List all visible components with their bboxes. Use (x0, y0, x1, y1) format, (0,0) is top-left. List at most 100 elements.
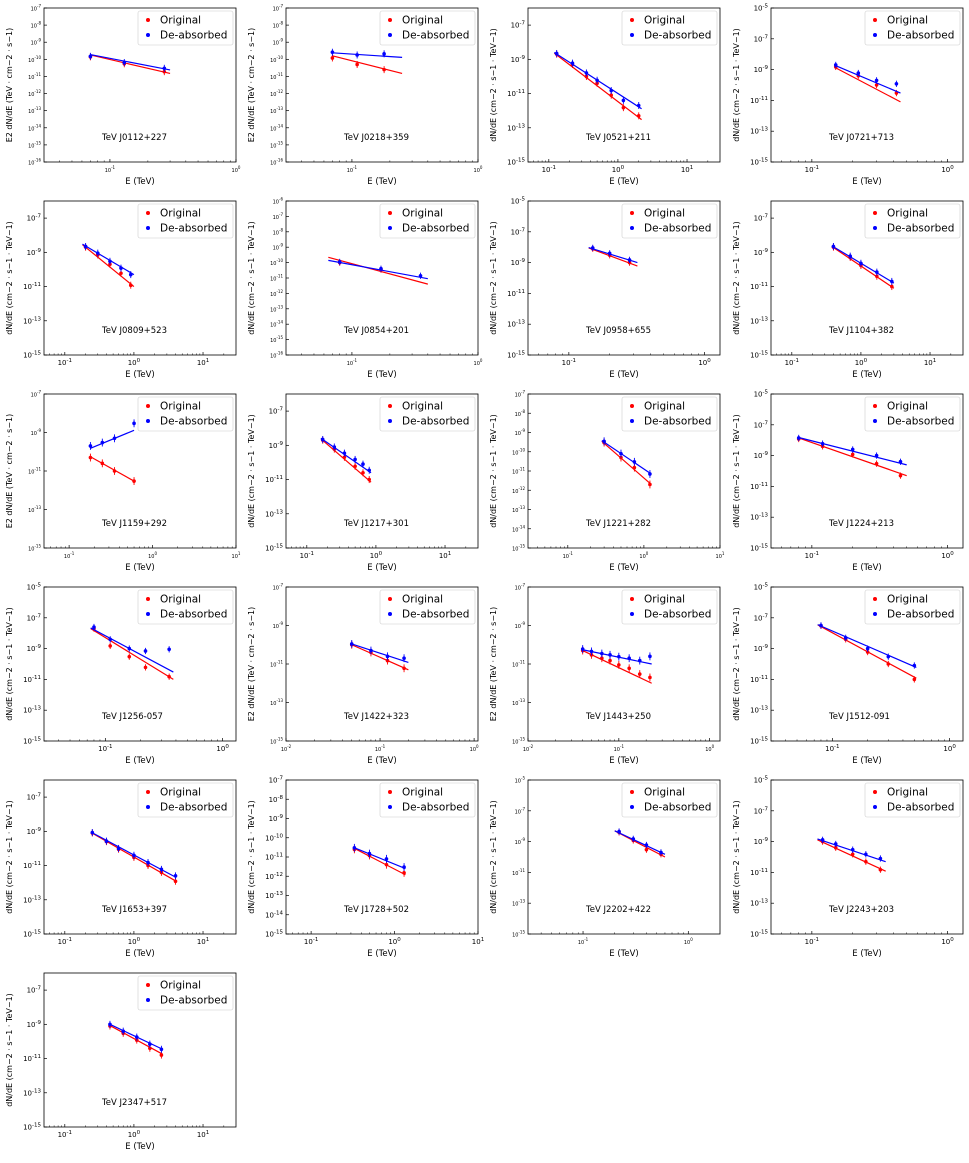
legend: Original De-absorbed (137, 782, 234, 818)
y-tick-label: 10-8 (31, 21, 42, 30)
data-point-deabsorbed (850, 847, 855, 852)
x-tick-label: 100 (474, 358, 483, 367)
legend-marker-deabsorbed (146, 612, 150, 616)
data-point-original (912, 677, 917, 682)
legend-marker-deabsorbed (146, 226, 150, 230)
legend-box (621, 10, 718, 46)
data-point-deabsorbed (132, 853, 136, 858)
y-tick-label: 10-14 (270, 320, 283, 329)
fit-line-original (320, 438, 372, 483)
data-point-deabsorbed (108, 259, 112, 264)
x-tick-label: 10-1 (347, 165, 358, 174)
data-point-deabsorbed (167, 647, 171, 652)
sed-panel: 10-15 10-13 10-11 10-9 10-7 10-5 10-1 100 E (TeV… (0, 579, 238, 771)
axes-frame (527, 779, 721, 935)
y-axis-label: dN/dE (cm−2 · s−1 · TeV−1) (489, 28, 498, 142)
legend: Original De-absorbed (379, 10, 476, 46)
x-tick-label: 10-2 (281, 744, 292, 753)
y-tick-label: 10-7 (273, 4, 284, 13)
data-point-deabsorbed (159, 1047, 164, 1052)
fit-line-original (332, 55, 403, 75)
y-tick-label: 10-9 (754, 644, 769, 653)
data-point-deabsorbed (627, 258, 632, 262)
legend-marker-deabsorbed (630, 419, 634, 423)
fit-line-deabsorbed (332, 52, 403, 58)
y-tick-label: 10-15 (270, 335, 283, 344)
sed-chart: 10-15 10-13 10-11 10-9 10-7 10-2 10-1 100 E (TeV… (489, 583, 721, 766)
y-tick-label: 10-9 (754, 248, 769, 257)
data-point-deabsorbed (384, 857, 389, 861)
y-tick-label: 10-11 (750, 96, 768, 105)
y-axis-label: E2 dN/dE (TeV · cm−2 · s−1) (247, 607, 256, 722)
data-point-original (875, 274, 879, 279)
data-point-deabsorbed (83, 244, 88, 249)
legend-marker-deabsorbed (630, 226, 634, 230)
y-tick-label: 10-7 (511, 227, 526, 236)
y-tick-label: 10-11 (512, 467, 525, 476)
y-tick-label: 10-8 (273, 227, 284, 236)
y-tick-label: 10-7 (31, 390, 42, 399)
legend: Original De-absorbed (864, 10, 961, 46)
y-tick-label: 10-13 (265, 891, 283, 900)
sed-panel: 10-16 10-15 10-14 10-13 10-12 10-11 10-10 10-9 1… (242, 0, 483, 192)
data-point-original (864, 859, 868, 864)
x-tick-label: 101 (681, 165, 693, 174)
data-point-deabsorbed (912, 663, 917, 668)
legend-box (379, 10, 476, 46)
data-point-deabsorbed (162, 66, 167, 71)
data-point-original (108, 644, 112, 648)
y-tick-label: 10-15 (507, 158, 525, 167)
legend-marker-original (630, 211, 634, 215)
sed-chart: 10-15 10-13 10-11 10-9 10-7 10-1 100 101 E (TeV)… (5, 390, 241, 574)
legend-box (621, 589, 718, 625)
data-point-deabsorbed (796, 436, 801, 440)
data-point-original (609, 93, 614, 98)
data-point-deabsorbed (146, 860, 150, 865)
legend-marker-deabsorbed (630, 33, 634, 37)
legend-label-deabsorbed: De-absorbed (402, 609, 469, 621)
x-tick-label: 10-1 (562, 358, 576, 367)
y-tick-label: 10-11 (750, 675, 768, 684)
data-point-deabsorbed (820, 838, 825, 842)
legend-label-deabsorbed: De-absorbed (160, 802, 227, 814)
data-point-deabsorbed (831, 244, 836, 249)
fit-line-original (601, 440, 652, 485)
legend-label-original: Original (887, 15, 928, 27)
y-tick-label: 10-11 (270, 72, 283, 81)
legend-marker-original (146, 597, 150, 601)
axes-frame (285, 393, 479, 549)
x-axis-label: E (TeV) (125, 563, 155, 573)
data-point-deabsorbed (878, 856, 883, 861)
x-tick-label: 100 (612, 165, 625, 174)
y-tick-label: 10-12 (270, 289, 283, 298)
y-tick-label: 10-16 (270, 158, 283, 167)
fit-line-deabsorbed (601, 440, 652, 475)
y-tick-label: 10-11 (270, 660, 283, 669)
legend-marker-original (388, 597, 392, 601)
y-tick-label: 10-15 (265, 930, 283, 939)
x-tick-label: 100 (943, 744, 956, 753)
legend-marker-deabsorbed (146, 998, 150, 1002)
legend-box (379, 203, 476, 239)
data-point-deabsorbed (590, 246, 595, 250)
y-tick-label: 10-5 (754, 4, 769, 13)
sed-panel: 10-15 10-14 10-13 10-12 10-11 10-10 10-9 10-8 10… (484, 386, 725, 578)
x-tick-label: 101 (472, 937, 484, 946)
x-tick-label: 100 (684, 937, 693, 946)
source-name: TeV J2347+517 (101, 1098, 167, 1108)
y-tick-label: 10-10 (270, 258, 283, 267)
y-tick-label: 10-13 (270, 698, 283, 707)
legend-box (137, 782, 234, 818)
y-tick-label: 10-12 (512, 486, 525, 495)
data-point-deabsorbed (367, 851, 372, 856)
y-tick-label: 10-9 (269, 814, 284, 823)
y-tick-label: 10-9 (27, 644, 42, 653)
legend-box (137, 396, 234, 432)
sed-chart: 10-15 10-13 10-11 10-9 10-7 10-1 100 101 E (TeV)… (489, 7, 721, 187)
data-point-deabsorbed (116, 846, 121, 851)
source-name: TeV J1256-057 (101, 712, 163, 722)
x-tick-label: 10-1 (578, 937, 589, 946)
data-point-deabsorbed (121, 1029, 126, 1033)
legend-label-original: Original (160, 15, 201, 27)
x-axis-label: E (TeV) (367, 949, 397, 959)
